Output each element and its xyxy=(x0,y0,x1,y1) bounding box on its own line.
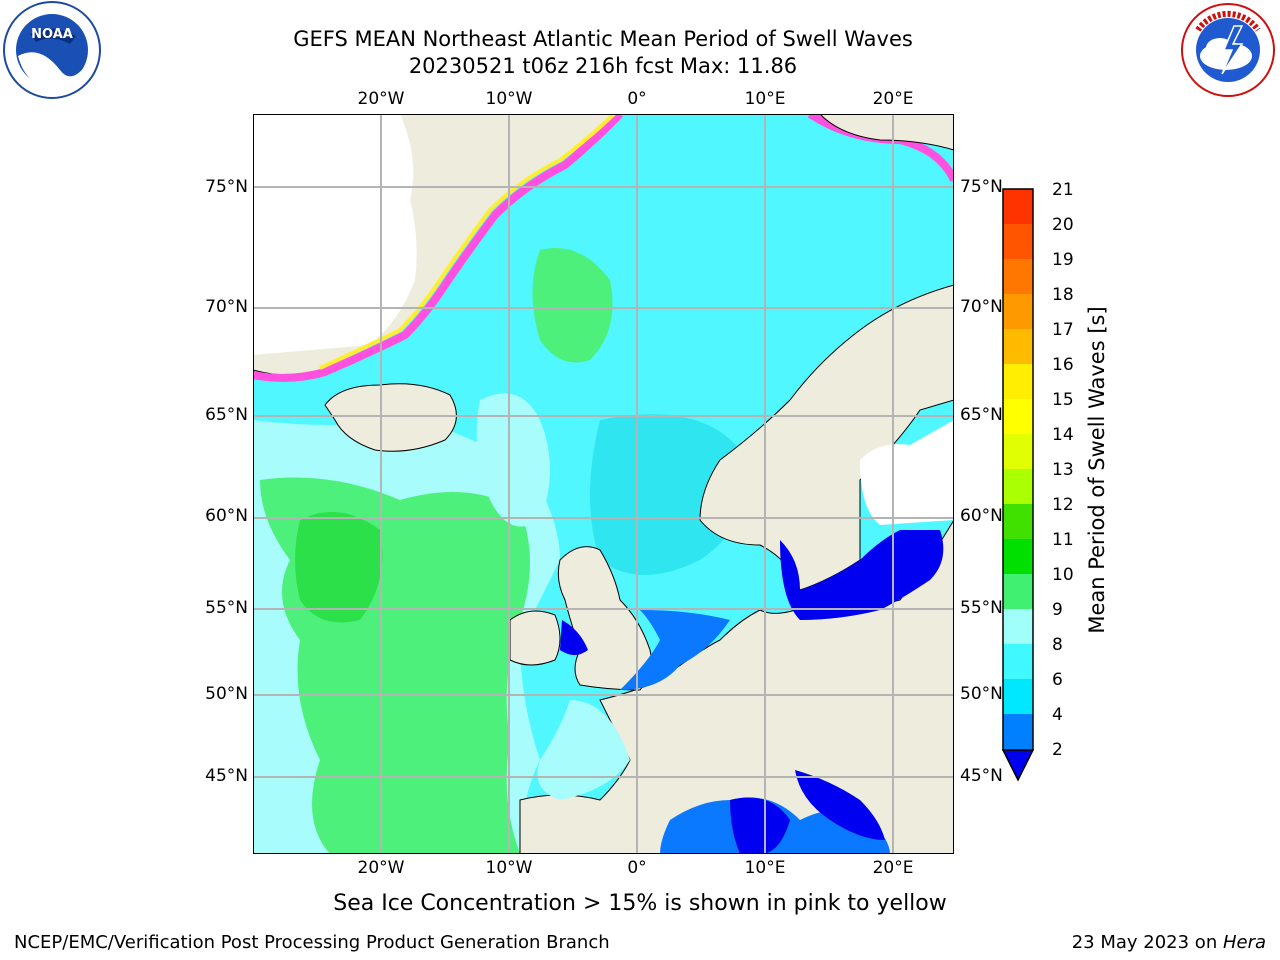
swell-region-10-11 xyxy=(295,512,383,623)
colorbar-label: Mean Period of Swell Waves [s] xyxy=(1085,306,1109,634)
lat-label-left-45n: 45°N xyxy=(205,766,248,786)
map-grid xyxy=(253,114,954,854)
colorbar-extend-arrow xyxy=(1001,749,1035,782)
southern-north-sea-low-swell xyxy=(620,610,730,690)
lon-label-bottom-20e: 20°E xyxy=(872,858,914,878)
colorbar-cell xyxy=(1003,539,1033,574)
colorbar-tick-9: 9 xyxy=(1052,600,1063,620)
colorbar xyxy=(1001,188,1035,782)
land-ireland xyxy=(509,610,561,666)
colorbar-tick-13: 13 xyxy=(1052,460,1074,480)
lon-label-bottom-10w: 10°W xyxy=(485,858,533,878)
chart-subtitle: 20230521 t06z 216h fcst Max: 11.86 xyxy=(408,54,798,78)
colorbar-tick-4: 4 xyxy=(1052,705,1063,725)
colorbar-tick-11: 11 xyxy=(1052,530,1074,550)
lat-label-right-55n: 55°N xyxy=(960,598,1003,618)
lat-label-left-65n: 65°N xyxy=(205,405,248,425)
colorbar-cell xyxy=(1003,294,1033,329)
chart-title: GEFS MEAN Northeast Atlantic Mean Period… xyxy=(293,27,913,51)
lat-label-right-65n: 65°N xyxy=(960,405,1003,425)
colorbar-cell xyxy=(1003,679,1033,714)
colorbar-cell xyxy=(1003,189,1033,224)
colorbar-cell xyxy=(1003,259,1033,294)
lon-label-bottom-10e: 10°E xyxy=(744,858,786,878)
lat-label-right-70n: 70°N xyxy=(960,297,1003,317)
irish-sea-low-swell xyxy=(560,620,588,655)
colorbar-tick-10: 10 xyxy=(1052,565,1074,585)
colorbar-ticks: 21 20 19 18 17 16 15 14 13 12 11 10 9 8 … xyxy=(1040,180,1100,780)
svg-text:NOAA: NOAA xyxy=(31,27,73,42)
colorbar-cell xyxy=(1003,574,1033,609)
swell-region-faroe xyxy=(476,393,550,527)
lon-label-top-20e: 20°E xyxy=(872,89,914,109)
colorbar-tick-8: 8 xyxy=(1052,635,1063,655)
colorbar-tick-19: 19 xyxy=(1052,250,1074,270)
sea-ice-edge-greenland xyxy=(253,114,623,382)
footer-date-text: 23 May 2023 on xyxy=(1071,932,1223,953)
lon-label-top-10w: 10°W xyxy=(485,89,533,109)
lat-label-right-45n: 45°N xyxy=(960,766,1003,786)
lat-label-left-50n: 50°N xyxy=(205,684,248,704)
colorbar-tick-18: 18 xyxy=(1052,285,1074,305)
colorbar-cell xyxy=(1003,469,1033,504)
colorbar-cell xyxy=(1003,644,1033,679)
land-iceland xyxy=(324,383,457,452)
noaa-logo: NOAA xyxy=(0,0,104,104)
lon-label-bottom-20w: 20°W xyxy=(357,858,405,878)
nws-logo-icon xyxy=(1181,3,1275,97)
lat-label-right-75n: 75°N xyxy=(960,177,1003,197)
colorbar-tick-17: 17 xyxy=(1052,320,1074,340)
swell-region-north-sea-north xyxy=(590,414,745,575)
biscay-swell xyxy=(537,700,630,800)
gulf-of-bothnia-ice xyxy=(860,420,954,525)
colorbar-tick-15: 15 xyxy=(1052,390,1074,410)
greenland-ice-sheet xyxy=(253,114,417,355)
lat-label-left-70n: 70°N xyxy=(205,297,248,317)
sea-ice-caption: Sea Ice Concentration > 15% is shown in … xyxy=(333,891,947,916)
sea-ice-yellow-greenland xyxy=(319,114,616,370)
colorbar-tick-20: 20 xyxy=(1052,215,1074,235)
lat-label-right-60n: 60°N xyxy=(960,506,1003,526)
noaa-logo-icon: NOAA xyxy=(3,1,101,99)
colorbar-cell xyxy=(1003,609,1033,644)
colorbar-tick-6: 6 xyxy=(1052,670,1063,690)
colorbar-tick-14: 14 xyxy=(1052,425,1074,445)
lat-label-right-50n: 50°N xyxy=(960,684,1003,704)
colorbar-tick-12: 12 xyxy=(1052,495,1074,515)
footer-branch: NCEP/EMC/Verification Post Processing Pr… xyxy=(14,932,610,953)
swell-region-norwegian-sea xyxy=(532,248,613,363)
baltic-sea-low-swell xyxy=(780,530,944,620)
land-svalbard xyxy=(819,114,954,151)
lon-label-top-10e: 10°E xyxy=(744,89,786,109)
lon-label-top-20w: 20°W xyxy=(357,89,405,109)
colorbar-cell xyxy=(1003,364,1033,399)
adriatic-sea xyxy=(795,770,885,840)
colorbar-tick-2: 2 xyxy=(1052,740,1063,760)
footer-host: Hera xyxy=(1222,932,1266,953)
colorbar-cell xyxy=(1003,224,1033,259)
swell-period-map xyxy=(253,114,954,854)
colorbar-cell xyxy=(1003,434,1033,469)
land-great-britain xyxy=(557,546,652,691)
colorbar-cell xyxy=(1003,714,1033,749)
colorbar-tick-21: 21 xyxy=(1052,180,1074,200)
lon-label-top-0: 0° xyxy=(627,89,647,109)
colorbar-cell xyxy=(1003,329,1033,364)
lat-label-left-60n: 60°N xyxy=(205,506,248,526)
lat-label-left-55n: 55°N xyxy=(205,598,248,618)
colorbar-tick-16: 16 xyxy=(1052,355,1074,375)
footer-date: 23 May 2023 on Hera xyxy=(1072,932,1266,953)
lat-label-left-75n: 75°N xyxy=(205,177,248,197)
colorbar-cell xyxy=(1003,399,1033,434)
tyrrhenian-sea xyxy=(730,797,790,854)
lon-label-bottom-0: 0° xyxy=(627,858,647,878)
colorbar-frame xyxy=(1002,188,1034,751)
nws-logo xyxy=(1176,0,1280,100)
colorbar-cell xyxy=(1003,504,1033,539)
